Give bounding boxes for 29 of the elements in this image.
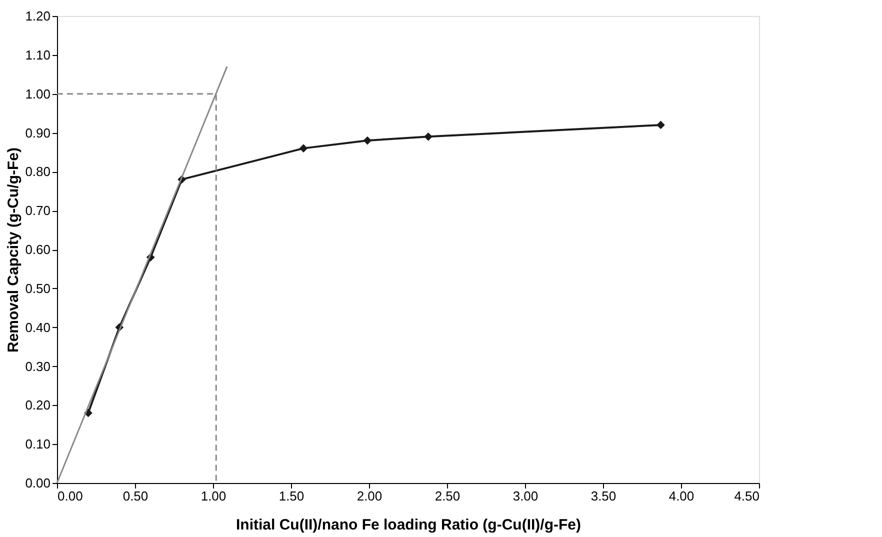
- y-tick-label: 0.70: [25, 203, 50, 218]
- y-tick-label: 0.00: [25, 476, 50, 490]
- y-tick-label: 0.30: [25, 358, 50, 374]
- y-tick-label: 0.20: [25, 398, 50, 413]
- point: [299, 144, 308, 152]
- y-tick-label: 1.00: [25, 86, 50, 102]
- x-tick-label: 1.50: [278, 488, 304, 504]
- y-tick-label: 0.60: [25, 242, 50, 257]
- x-tick-label: 3.50: [590, 488, 616, 504]
- x-tick-label: 0.50: [122, 488, 148, 504]
- y-tick-label: 1.20: [25, 8, 50, 24]
- y-tick-label: 0.90: [25, 125, 50, 140]
- x-tick-label: 2.00: [356, 488, 382, 504]
- y-tick-label: 0.50: [25, 280, 50, 296]
- x-tick-label: 4.00: [668, 488, 694, 504]
- x-tick-label: 4.50: [734, 488, 760, 504]
- x-tick-label: 3.00: [512, 488, 538, 504]
- x-tick-label: 2.50: [434, 488, 460, 504]
- point: [363, 136, 372, 145]
- y-tick-label: 1.10: [25, 47, 50, 62]
- y-tick-label: 0.10: [25, 436, 50, 452]
- x-tick-label: 1.00: [200, 488, 226, 504]
- y-axis-title: Removal Capcity (g-Cu/g-Fe): [5, 147, 22, 353]
- y-tick-label: 0.40: [25, 320, 50, 335]
- point: [424, 132, 432, 141]
- point: [656, 120, 665, 130]
- y-tick-label: 0.80: [25, 164, 50, 180]
- x-tick-label: 0.00: [58, 488, 83, 504]
- x-axis-title: Initial Cu(II)/nano Fe loading Ratio (g-Cu(II)/g-Fe): [236, 516, 581, 534]
